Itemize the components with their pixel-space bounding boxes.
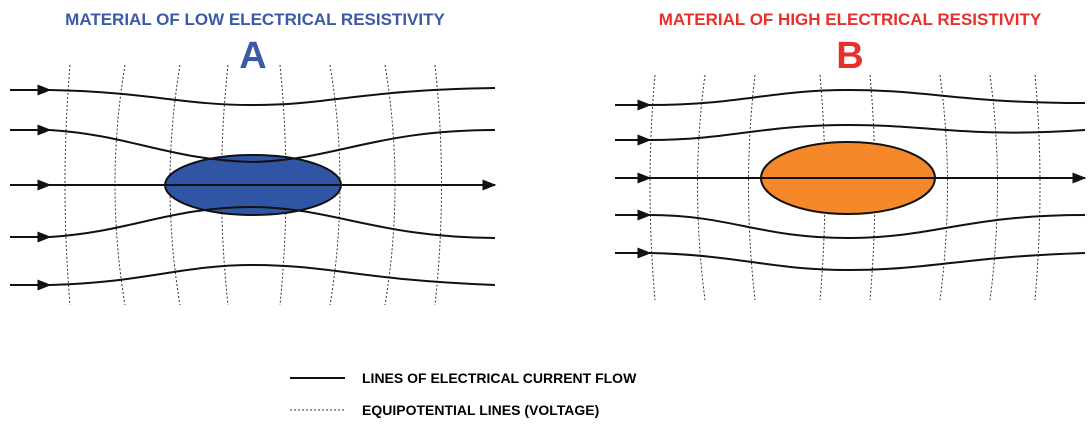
current-b (615, 88, 1087, 272)
current-a (10, 84, 497, 291)
panel-title: MATERIAL OF HIGH ELECTRICAL RESISTIVITY (659, 10, 1042, 29)
equipotential-b (649, 74, 1041, 301)
panel-label: A (239, 35, 266, 77)
legend-label: LINES OF ELECTRICAL CURRENT FLOW (362, 370, 637, 386)
legend-label: EQUIPOTENTIAL LINES (VOLTAGE) (362, 402, 599, 418)
panel-title: MATERIAL OF LOW ELECTRICAL RESISTIVITY (65, 10, 445, 29)
panel-label: B (836, 35, 863, 77)
